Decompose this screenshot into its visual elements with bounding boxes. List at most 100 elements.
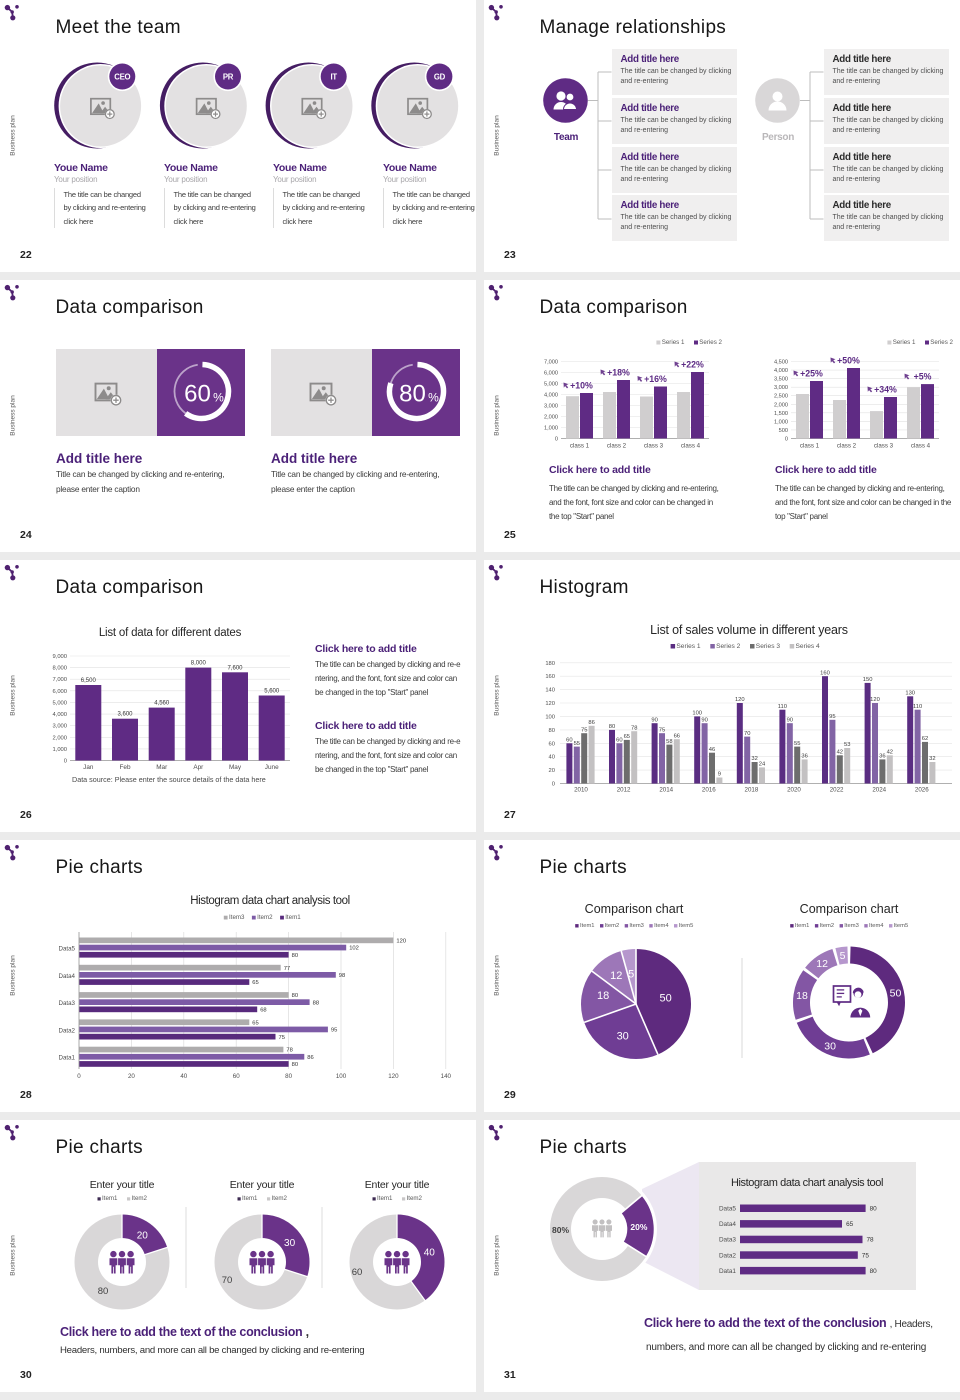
svg-text:0: 0 — [785, 437, 788, 443]
svg-text:Series 2: Series 2 — [930, 339, 953, 346]
svg-text:20: 20 — [137, 1231, 149, 1242]
svg-text:78: 78 — [631, 725, 637, 731]
svg-text:86: 86 — [307, 1055, 313, 1061]
svg-text:Series 3: Series 3 — [756, 643, 781, 650]
svg-text:75: 75 — [279, 1035, 285, 1041]
svg-text:6,500: 6,500 — [81, 678, 97, 684]
svg-text:class 1: class 1 — [800, 443, 820, 450]
svg-text:Item1: Item1 — [285, 914, 301, 921]
svg-text:Item2: Item2 — [257, 914, 273, 921]
svg-text:65: 65 — [252, 980, 258, 986]
svg-text:class 2: class 2 — [607, 443, 627, 450]
svg-text:80: 80 — [285, 1073, 292, 1080]
svg-text:20: 20 — [549, 768, 555, 774]
svg-text:Item5: Item5 — [894, 923, 909, 929]
svg-text:Series 1: Series 1 — [662, 339, 685, 346]
svg-text:65: 65 — [846, 1221, 854, 1228]
svg-text:18: 18 — [597, 990, 609, 1002]
svg-text:80: 80 — [870, 1206, 878, 1213]
svg-text:75: 75 — [659, 727, 665, 733]
svg-text:80%: 80% — [552, 1225, 569, 1235]
svg-text:12: 12 — [610, 970, 622, 982]
svg-text:2010: 2010 — [574, 787, 588, 794]
svg-text:2,000: 2,000 — [544, 415, 558, 421]
svg-text:class 3: class 3 — [644, 443, 664, 450]
svg-text:18: 18 — [796, 990, 808, 1002]
svg-text:class 4: class 4 — [681, 443, 701, 450]
svg-text:36: 36 — [879, 754, 885, 760]
svg-text:180: 180 — [545, 661, 555, 667]
svg-text:+5%: +5% — [914, 372, 932, 382]
svg-text:3,000: 3,000 — [52, 724, 67, 730]
svg-text:120: 120 — [396, 939, 406, 945]
svg-text:Series 4: Series 4 — [796, 643, 821, 650]
svg-text:4,000: 4,000 — [52, 712, 67, 718]
svg-text:80: 80 — [870, 1268, 878, 1275]
svg-text:3,000: 3,000 — [544, 404, 558, 410]
svg-text:20: 20 — [128, 1073, 135, 1080]
svg-text:Data3: Data3 — [719, 1237, 736, 1244]
svg-text:58: 58 — [666, 739, 672, 745]
svg-text:Item2: Item2 — [407, 1195, 423, 1202]
svg-text:Item4: Item4 — [654, 923, 669, 929]
svg-text:70: 70 — [744, 731, 750, 737]
svg-text:2,000: 2,000 — [774, 402, 788, 408]
svg-text:78: 78 — [286, 1048, 292, 1054]
svg-text:Histogram data chart analysis: Histogram data chart analysis tool — [731, 1177, 883, 1189]
svg-text:53: 53 — [844, 742, 850, 748]
svg-text:80: 80 — [292, 993, 298, 999]
svg-text:77: 77 — [284, 966, 290, 972]
svg-text:Item4: Item4 — [869, 923, 884, 929]
svg-text:110: 110 — [913, 704, 922, 710]
svg-text:42: 42 — [837, 750, 843, 756]
svg-text:70: 70 — [222, 1275, 233, 1286]
svg-text:80: 80 — [292, 1062, 298, 1068]
svg-text:2024: 2024 — [872, 787, 886, 794]
svg-text:5,000: 5,000 — [544, 382, 558, 388]
svg-text:20%: 20% — [630, 1222, 647, 1232]
svg-text:95: 95 — [331, 1028, 337, 1034]
svg-text:Mar: Mar — [156, 764, 168, 771]
svg-text:3,600: 3,600 — [117, 712, 133, 718]
svg-text:CEO: CEO — [114, 73, 130, 82]
svg-text:PR: PR — [223, 73, 234, 82]
svg-text:2014: 2014 — [659, 787, 673, 794]
svg-text:Apr: Apr — [193, 764, 204, 771]
svg-text:Item1: Item1 — [377, 1195, 393, 1202]
svg-text:Data5: Data5 — [58, 946, 75, 953]
svg-text:Data1: Data1 — [719, 1268, 736, 1275]
svg-text:66: 66 — [674, 733, 680, 739]
svg-text:100: 100 — [692, 711, 702, 717]
svg-text:Item2: Item2 — [272, 1195, 288, 1202]
svg-text:60: 60 — [352, 1267, 363, 1278]
svg-text:95: 95 — [829, 714, 835, 720]
svg-text:0: 0 — [555, 437, 558, 443]
svg-text:65: 65 — [624, 734, 630, 740]
svg-text:7,600: 7,600 — [227, 665, 243, 671]
svg-text:7,000: 7,000 — [544, 360, 558, 366]
svg-text:3,500: 3,500 — [774, 377, 788, 383]
svg-text:90: 90 — [701, 717, 707, 723]
svg-text:Data1: Data1 — [58, 1055, 75, 1062]
svg-text:80: 80 — [98, 1286, 109, 1297]
svg-text:30: 30 — [824, 1041, 836, 1053]
svg-text:102: 102 — [349, 946, 359, 952]
svg-text:40: 40 — [424, 1248, 436, 1259]
svg-text:88: 88 — [313, 1000, 319, 1006]
svg-text:55: 55 — [794, 741, 800, 747]
svg-text:June: June — [265, 764, 279, 771]
svg-text:40: 40 — [180, 1073, 187, 1080]
svg-text:4,000: 4,000 — [774, 368, 788, 374]
svg-text:2018: 2018 — [745, 787, 759, 794]
svg-text:5: 5 — [628, 969, 634, 981]
svg-text:500: 500 — [779, 428, 788, 434]
svg-text:Jan: Jan — [83, 764, 94, 771]
svg-text:160: 160 — [545, 674, 555, 680]
svg-text:42: 42 — [887, 750, 893, 756]
svg-text:IT: IT — [331, 73, 338, 82]
svg-text:4,500: 4,500 — [774, 360, 788, 366]
svg-text:1,500: 1,500 — [774, 411, 788, 417]
svg-text:%: % — [213, 391, 224, 405]
svg-text:7,000: 7,000 — [52, 677, 67, 683]
svg-text:60: 60 — [549, 741, 555, 747]
